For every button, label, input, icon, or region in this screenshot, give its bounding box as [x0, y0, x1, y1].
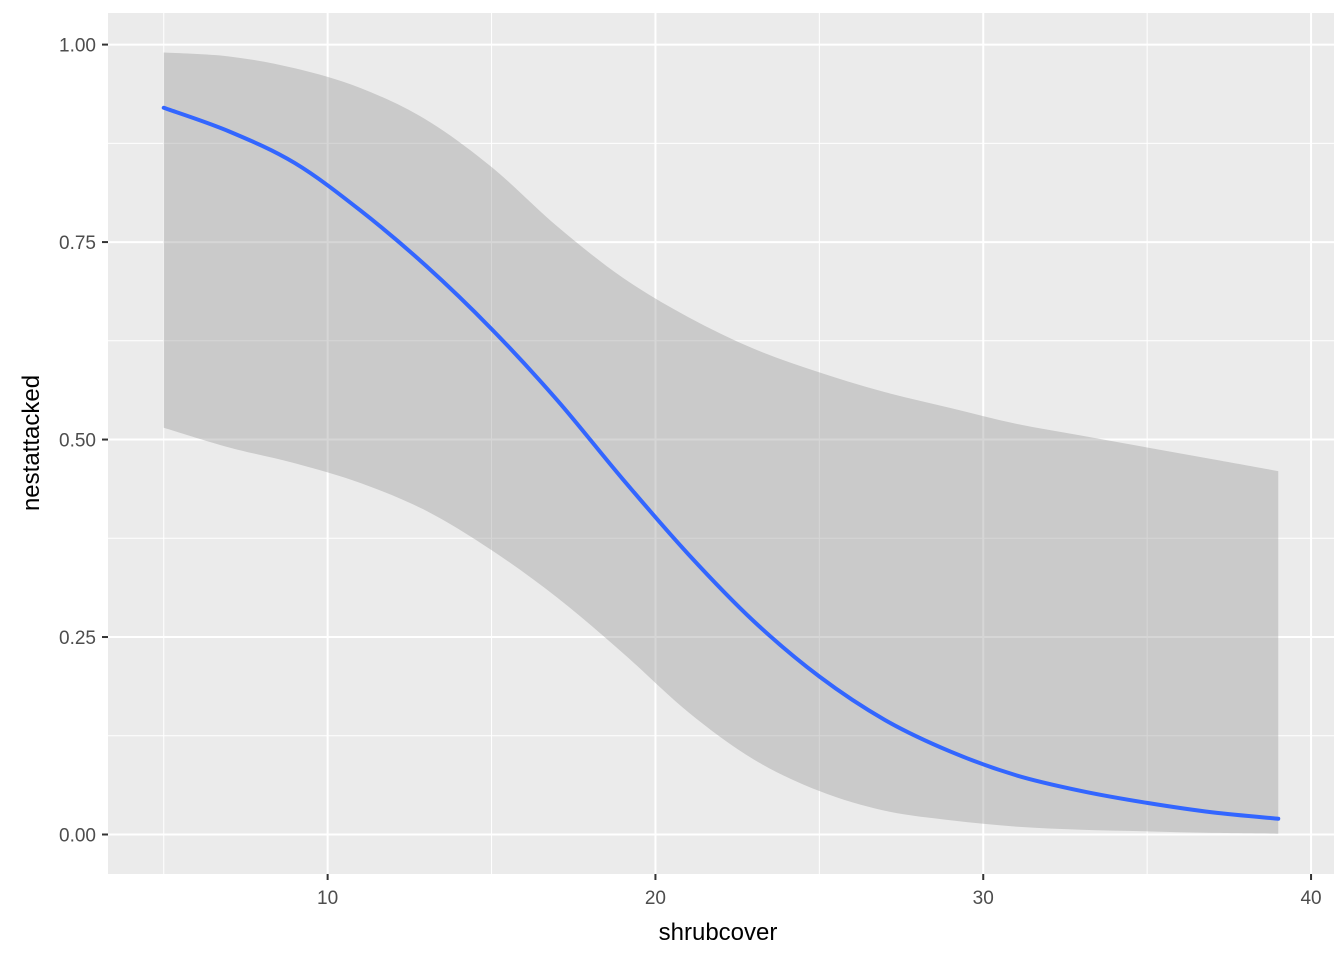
- y-tick-label: 0.50: [59, 431, 96, 452]
- confidence-ribbon: [163, 52, 1279, 834]
- y-tick-label: 0.75: [59, 233, 96, 254]
- y-axis-title: nestattacked: [18, 375, 45, 511]
- y-axis: 0.00 0.25 0.50 0.75 1.00: [59, 36, 108, 847]
- x-tick-label: 10: [317, 888, 338, 909]
- x-axis-title: shrubcover: [659, 919, 778, 946]
- x-axis: 10 20 30 40: [317, 874, 1322, 909]
- x-tick-label: 30: [973, 888, 994, 909]
- fitted-line: [161, 105, 1281, 821]
- y-tick-label: 0.00: [59, 826, 96, 847]
- y-tick-label: 1.00: [59, 36, 96, 57]
- y-tick-label: 0.25: [59, 628, 96, 649]
- grid-minor-lines: [108, 13, 1334, 874]
- grid-major-lines: [108, 13, 1334, 874]
- x-tick-label: 40: [1300, 888, 1321, 909]
- x-tick-label: 20: [645, 888, 666, 909]
- panel-background: [108, 13, 1334, 874]
